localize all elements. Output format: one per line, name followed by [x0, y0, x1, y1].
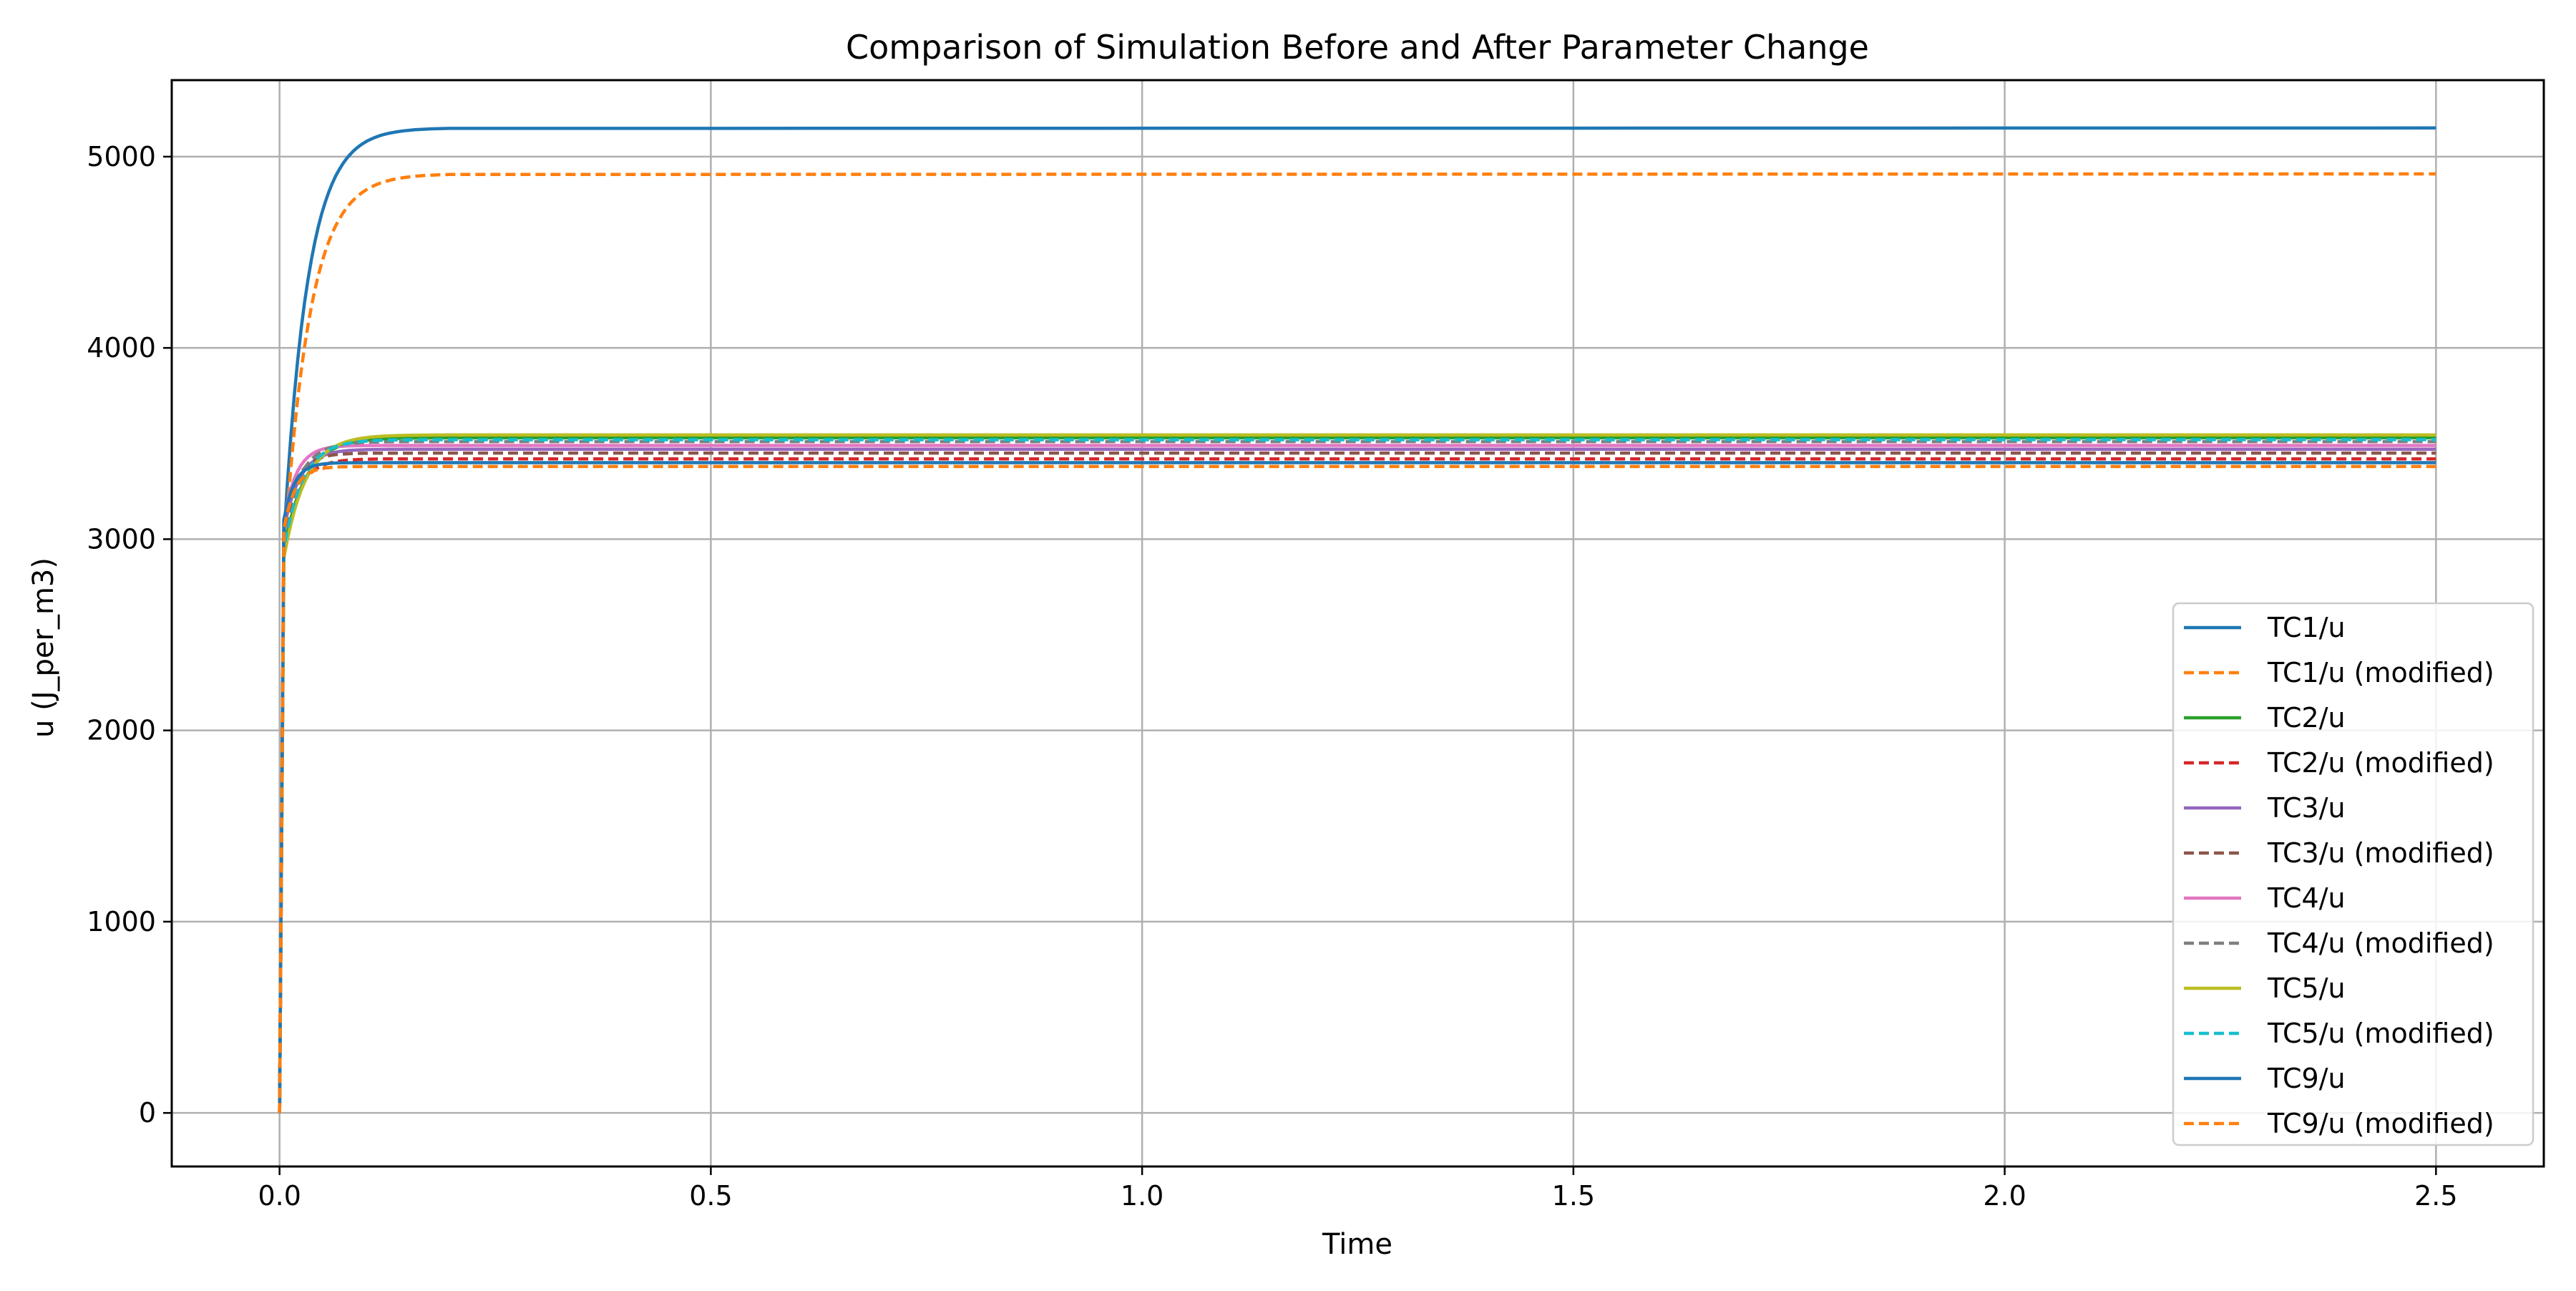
- x-tick-label: 1.0: [1121, 1180, 1163, 1212]
- series-line: [278, 464, 2436, 1114]
- y-tick-label: 2000: [87, 715, 156, 746]
- legend-label: TC4/u: [2267, 882, 2346, 914]
- y-axis-label: u (J_per_m3): [27, 557, 60, 738]
- x-tick-label: 0.0: [258, 1180, 301, 1212]
- legend-label: TC2/u: [2267, 702, 2346, 734]
- legend-label: TC2/u (modified): [2267, 747, 2494, 779]
- legend-label: TC3/u: [2267, 792, 2346, 824]
- y-tick-label: 3000: [87, 523, 156, 555]
- chart-title: Comparison of Simulation Before and Afte…: [846, 28, 1869, 67]
- series-line: [278, 433, 2436, 1114]
- series-line: [278, 461, 2436, 1114]
- y-tick-label: 4000: [87, 332, 156, 364]
- series-line: [278, 447, 2436, 1114]
- legend-label: TC1/u: [2267, 612, 2346, 643]
- legend-label: TC3/u (modified): [2267, 837, 2494, 869]
- series-line: [278, 457, 2436, 1114]
- legend: TC1/u TC1/u (modified) TC2/u TC2/u (modifie…: [2172, 602, 2534, 1146]
- x-tick-label: 0.5: [689, 1180, 732, 1212]
- series-lines: [278, 126, 2436, 1114]
- y-tick-label: 5000: [87, 141, 156, 172]
- series-line: [278, 451, 2436, 1114]
- legend-label: TC9/u: [2267, 1063, 2346, 1094]
- series-line: [278, 444, 2436, 1114]
- y-tick-label: 0: [139, 1097, 156, 1129]
- plot-frame: [170, 79, 2545, 1168]
- series-line: [278, 172, 2436, 1114]
- x-tick-label: 1.5: [1552, 1180, 1595, 1212]
- y-tick-label: 1000: [87, 906, 156, 937]
- legend-label: TC4/u (modified): [2267, 927, 2494, 959]
- legend-box: [2172, 602, 2534, 1146]
- x-tick-label: 2.0: [1983, 1180, 2026, 1212]
- legend-label: TC9/u (modified): [2267, 1108, 2494, 1139]
- legend-label: TC5/u: [2267, 973, 2346, 1004]
- legend-label: TC5/u (modified): [2267, 1018, 2494, 1049]
- series-line: [278, 439, 2436, 1114]
- legend-label: TC1/u (modified): [2267, 657, 2494, 688]
- x-axis-label: Time: [1322, 1228, 1392, 1261]
- axis-ticks: 0.0 0.5 1.0 1.5 2.0 2.5 0 1000 2000 3000 4000 5000: [87, 141, 2457, 1212]
- x-tick-label: 2.5: [2414, 1180, 2457, 1212]
- series-line: [278, 438, 2436, 1114]
- series-line: [278, 126, 2436, 1114]
